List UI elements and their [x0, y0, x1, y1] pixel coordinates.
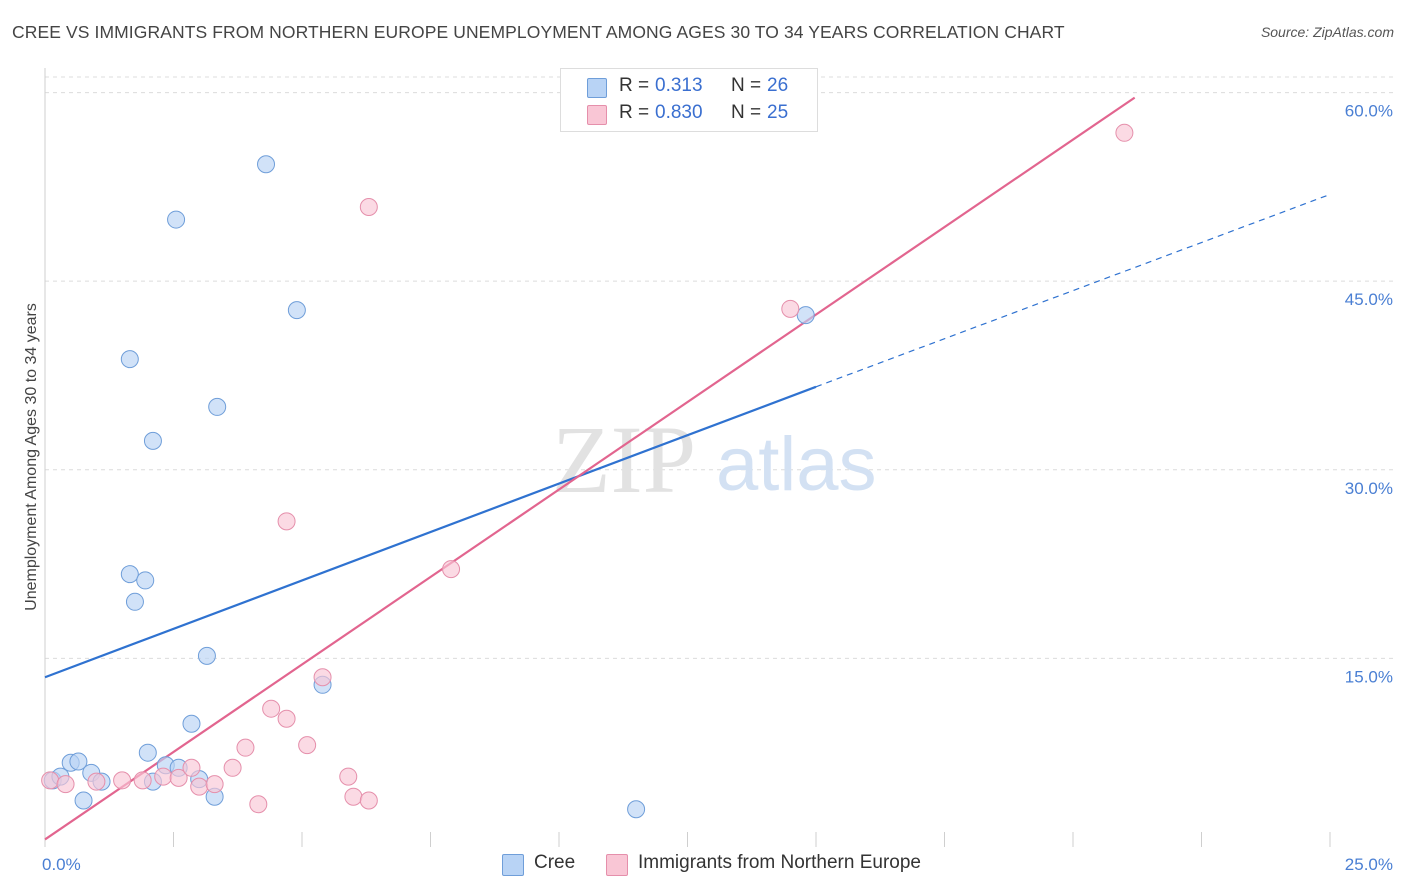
legend-r-value: 0.313: [655, 75, 703, 96]
point-immigrants: [169, 768, 188, 787]
bottom-legend-swatch-immigrants: [606, 854, 628, 876]
axes: [44, 68, 1331, 847]
legend-swatch-cree: [587, 78, 607, 98]
point-cree: [120, 565, 139, 584]
y-tick-label: 60.0%: [1345, 102, 1393, 121]
point-immigrants: [190, 777, 209, 796]
point-immigrants: [313, 668, 332, 687]
legend-n-label: N =: [731, 102, 762, 123]
point-cree: [208, 397, 227, 416]
point-immigrants: [205, 775, 224, 794]
point-immigrants: [277, 512, 296, 531]
trend-line-immigrants: [44, 96, 1136, 841]
point-cree: [167, 210, 186, 229]
legend-n-value: 26: [767, 75, 789, 96]
data-points: [41, 123, 1134, 819]
legend-n-value: 25: [767, 102, 789, 123]
bottom-legend-label-cree: Cree: [534, 852, 576, 873]
y-tick-label: 45.0%: [1345, 290, 1393, 309]
point-immigrants: [442, 560, 461, 579]
x-tick-label: 0.0%: [42, 855, 81, 874]
point-cree: [257, 155, 276, 174]
point-immigrants: [344, 787, 363, 806]
legend-r-label: R =: [619, 102, 650, 123]
y-tick-label: 30.0%: [1345, 479, 1393, 498]
point-immigrants: [1115, 123, 1134, 142]
point-immigrants: [781, 299, 800, 318]
point-immigrants: [113, 771, 132, 790]
point-immigrants: [56, 775, 75, 794]
x-tick-label: 25.0%: [1345, 855, 1393, 874]
point-cree: [287, 301, 306, 320]
point-cree: [136, 571, 155, 590]
point-cree: [138, 743, 157, 762]
point-immigrants: [359, 197, 378, 216]
point-cree: [197, 646, 216, 665]
chart-title: CREE VS IMMIGRANTS FROM NORTHERN EUROPE …: [12, 22, 1065, 42]
point-immigrants: [249, 795, 268, 814]
point-cree: [182, 714, 201, 733]
legend-n-label: N =: [731, 75, 762, 96]
grid-lines: [45, 76, 1393, 659]
stats-legend: R = 0.313 N = 26 R = 0.830 N = 25: [560, 68, 818, 132]
tick-labels: 15.0% 30.0% 45.0% 60.0% 0.0% 25.0%: [42, 102, 1393, 874]
point-cree: [796, 306, 815, 325]
point-immigrants: [133, 771, 152, 790]
point-immigrants: [87, 772, 106, 791]
trend-line-cree: [44, 385, 817, 679]
watermark: ZIP atlas: [552, 406, 877, 513]
bottom-legend-label-immigrants: Immigrants from Northern Europe: [638, 852, 921, 873]
point-cree: [69, 752, 88, 771]
point-cree: [74, 791, 93, 810]
legend-r-label: R =: [619, 75, 650, 96]
point-immigrants: [154, 767, 173, 786]
point-immigrants: [223, 758, 242, 777]
trend-lines: [44, 96, 1331, 841]
point-cree: [627, 800, 646, 819]
point-immigrants: [298, 736, 317, 755]
bottom-legend-swatch-cree: [502, 854, 524, 876]
point-immigrants: [359, 791, 378, 810]
watermark-atlas: atlas: [716, 422, 877, 507]
y-tick-label: 15.0%: [1345, 667, 1393, 686]
point-immigrants: [236, 738, 255, 757]
point-cree: [125, 592, 144, 611]
point-immigrants: [41, 771, 60, 790]
point-immigrants: [277, 709, 296, 728]
legend-r-value: 0.830: [655, 102, 703, 123]
trend-line-dashed-cree: [815, 193, 1331, 388]
point-immigrants: [339, 767, 358, 786]
point-immigrants: [262, 699, 281, 718]
point-cree: [120, 350, 139, 369]
point-immigrants: [182, 758, 201, 777]
y-axis-label: Unemployment Among Ages 30 to 34 years: [23, 303, 40, 611]
legend-swatch-immigrants: [587, 105, 607, 125]
source-label: Source: ZipAtlas.com: [1260, 24, 1394, 40]
point-cree: [143, 431, 162, 450]
